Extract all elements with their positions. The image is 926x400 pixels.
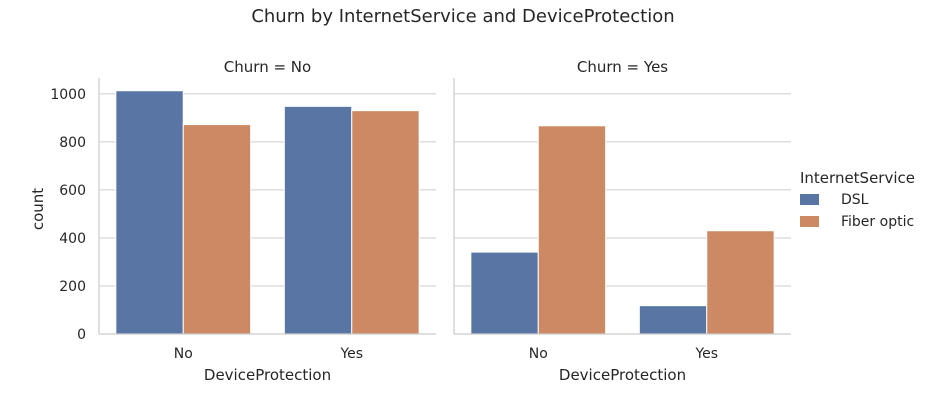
legend-swatch <box>800 216 819 227</box>
y-tick-label: 600 <box>59 183 86 199</box>
legend-swatch <box>800 194 819 205</box>
x-axis-label: DeviceProtection <box>204 366 331 384</box>
y-tick-label: 0 <box>77 327 86 343</box>
legend-title: InternetService <box>800 169 915 187</box>
facet-panel: 0 200 400 600 800 1000 Churn = No No Yes DevicePr… <box>50 58 436 384</box>
x-axis-label: DeviceProtection <box>559 366 686 384</box>
bar <box>537 125 607 335</box>
bar <box>115 90 184 335</box>
y-tick-label: 200 <box>59 279 86 295</box>
y-axis-label: count <box>29 188 47 230</box>
bar <box>283 105 353 335</box>
legend: InternetService DSL Fiber optic <box>800 169 915 230</box>
bar <box>706 230 775 335</box>
legend-label: Fiber optic <box>841 214 914 230</box>
chart-title: Churn by InternetService and DeviceProte… <box>251 6 674 27</box>
x-tick-label: Yes <box>339 346 363 362</box>
y-tick-label: 800 <box>59 135 86 151</box>
facet-title: Churn = No <box>224 58 311 76</box>
x-tick-label: No <box>529 346 548 362</box>
y-tick-label: 1000 <box>50 87 86 103</box>
y-tick-label: 400 <box>59 231 86 247</box>
bar <box>351 110 420 335</box>
bar <box>638 305 708 335</box>
x-tick-label: No <box>174 346 193 362</box>
facet-grid: 0 200 400 600 800 1000 Churn = No No Yes DevicePr… <box>50 58 791 384</box>
facet-title: Churn = Yes <box>577 58 668 76</box>
x-tick-label: Yes <box>694 346 718 362</box>
legend-label: DSL <box>841 192 869 208</box>
bar <box>182 124 252 335</box>
bar <box>470 251 539 335</box>
facet-panel: Churn = Yes No Yes DeviceProtection <box>453 58 791 384</box>
